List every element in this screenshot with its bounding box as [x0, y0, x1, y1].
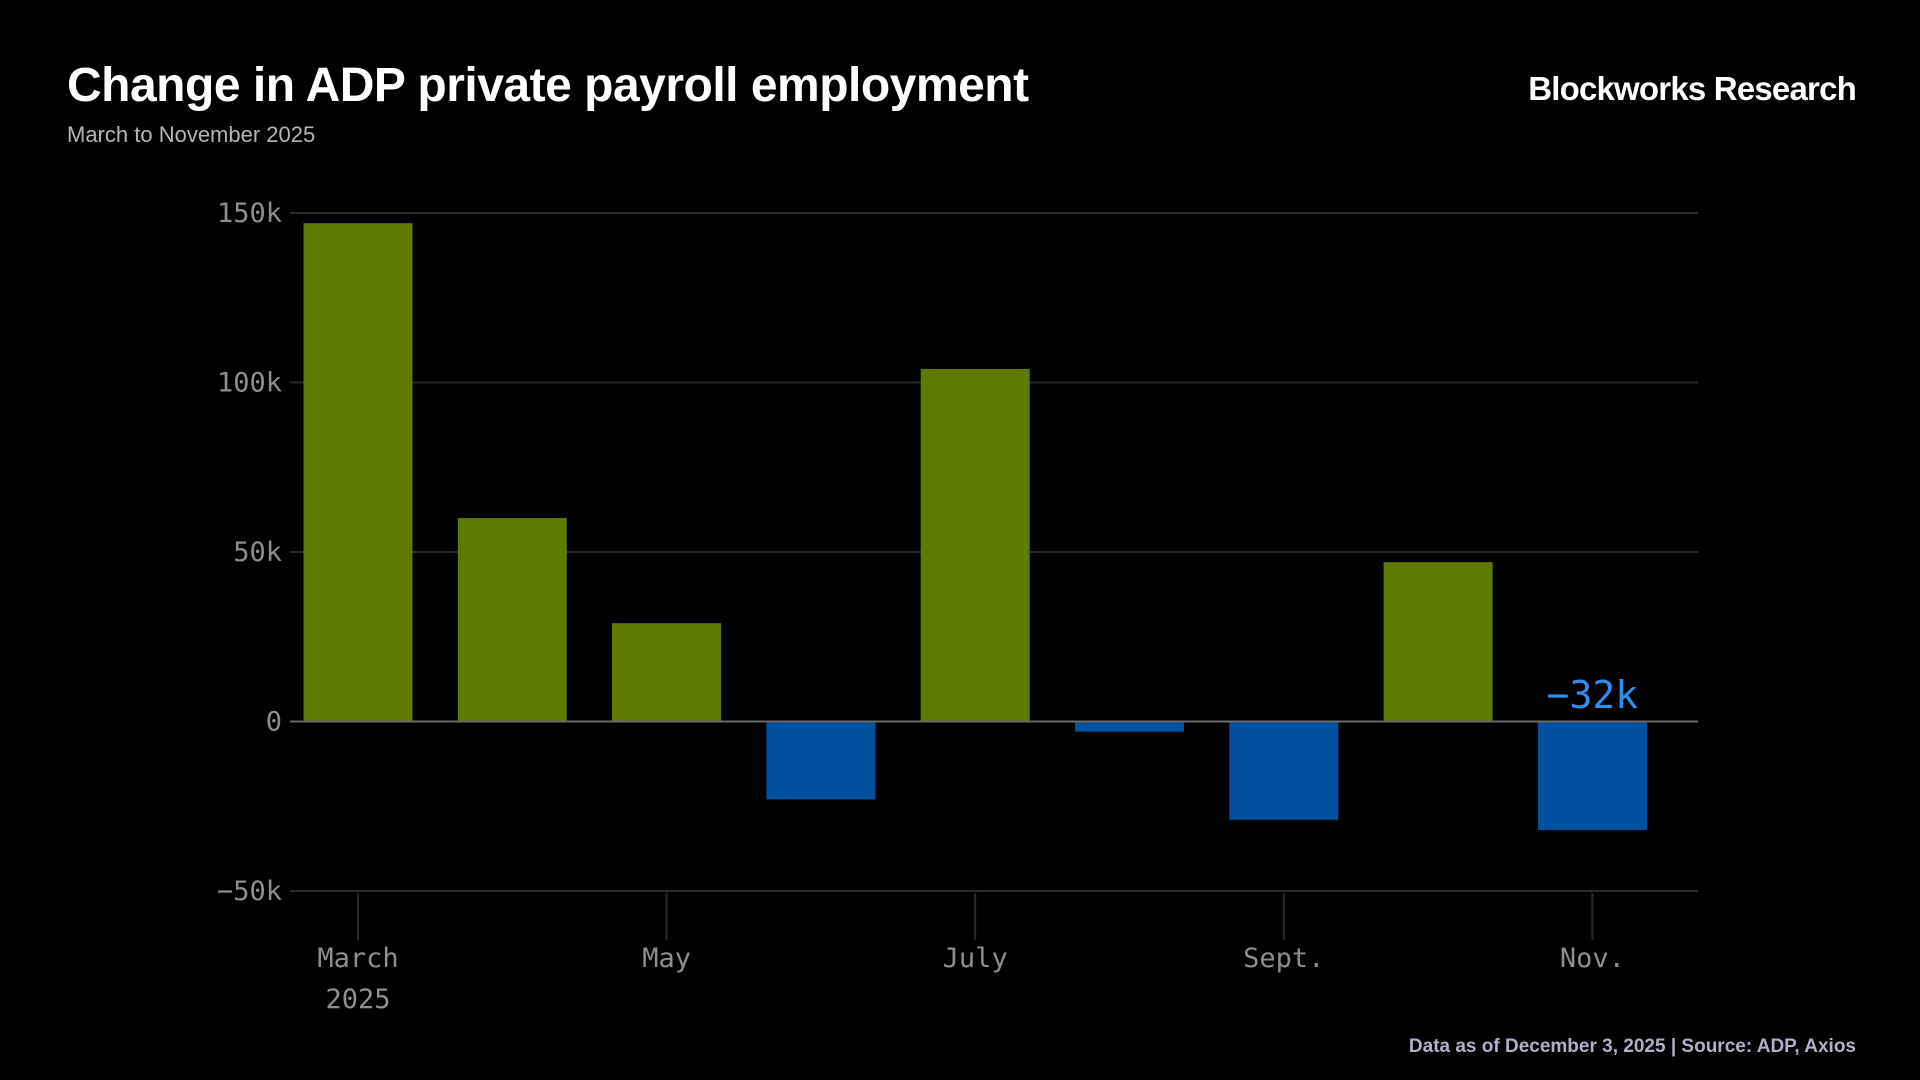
- chart-subtitle: March to November 2025: [67, 122, 316, 147]
- bar-2: [612, 623, 722, 722]
- x-tick-label: July: [943, 943, 1008, 974]
- bar-6: [1229, 721, 1339, 820]
- y-axis-ticks: 150k 100k 50k 0 −50k: [217, 198, 282, 907]
- y-tick-label: 50k: [233, 537, 282, 568]
- bar-3: [766, 721, 876, 800]
- x-tick-label: Nov.: [1560, 943, 1625, 974]
- y-tick-label: 150k: [217, 198, 282, 229]
- x-tick-label: March: [317, 943, 398, 974]
- bar-5: [1075, 721, 1184, 732]
- x-axis-ticks: March 2025 May July Sept. Nov.: [317, 893, 1625, 1015]
- x-tick-label: Sept.: [1243, 943, 1324, 974]
- bar-0: [303, 223, 413, 722]
- bar-4: [920, 368, 1030, 722]
- source-note: Data as of December 3, 2025 | Source: AD…: [1408, 1036, 1856, 1057]
- chart-title: Change in ADP private payroll employment: [67, 59, 1029, 112]
- bar-8: [1537, 721, 1647, 830]
- bars: [303, 223, 1647, 830]
- x-tick-label: 2025: [325, 984, 390, 1015]
- annotations: −32k: [1547, 673, 1639, 717]
- y-tick-label: 100k: [217, 368, 282, 399]
- bar-7: [1383, 562, 1493, 722]
- brand-logo-text: Blockworks Research: [1528, 70, 1857, 107]
- y-tick-label: 0: [266, 707, 282, 738]
- y-tick-label: −50k: [217, 876, 282, 907]
- data-label: −32k: [1547, 673, 1639, 717]
- x-tick-label: May: [642, 943, 691, 974]
- bar-1: [457, 518, 567, 722]
